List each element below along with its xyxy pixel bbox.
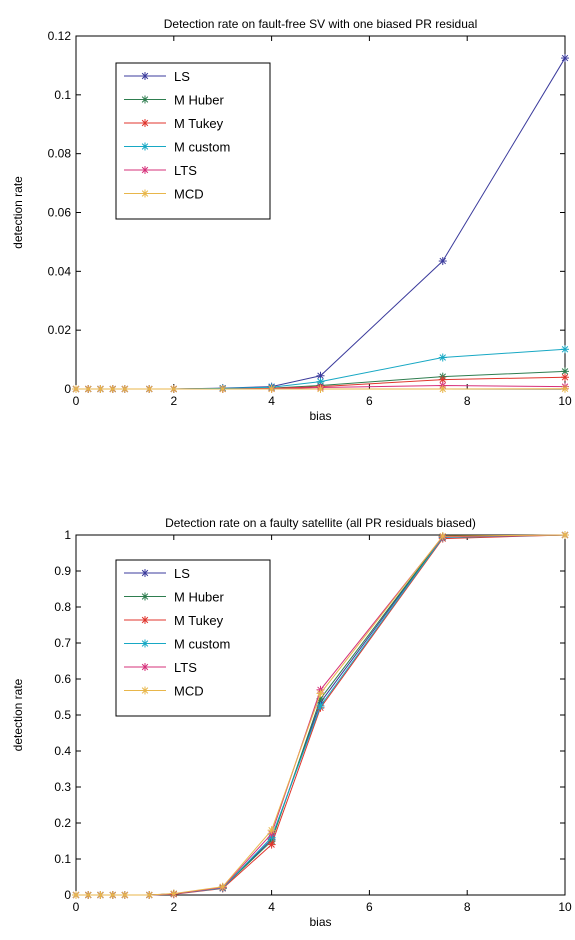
data-point <box>72 385 80 393</box>
legend-marker <box>141 687 149 695</box>
y-tick-label: 0.2 <box>54 816 71 830</box>
legend-marker <box>141 640 149 648</box>
y-tick-label: 0 <box>64 382 71 396</box>
y-tick-label: 0.08 <box>48 147 72 161</box>
y-tick-label: 0.8 <box>54 600 71 614</box>
legend-label: LS <box>174 69 190 84</box>
data-point <box>561 54 569 62</box>
data-point <box>439 385 447 393</box>
y-tick-label: 0.6 <box>54 672 71 686</box>
data-point <box>96 385 104 393</box>
data-point <box>317 385 325 393</box>
legend-marker <box>141 663 149 671</box>
data-point <box>84 891 92 899</box>
x-axis-label: bias <box>309 409 331 423</box>
y-tick-label: 0.3 <box>54 780 71 794</box>
chart-2: Detection rate on a faulty satellite (al… <box>11 516 572 929</box>
x-tick-label: 6 <box>366 900 373 914</box>
y-tick-label: 0.7 <box>54 636 71 650</box>
y-tick-label: 0.12 <box>48 29 72 43</box>
y-tick-label: 0.04 <box>48 264 72 278</box>
legend-label: MCD <box>174 187 204 202</box>
legend-label: M custom <box>174 140 230 155</box>
y-tick-label: 0.06 <box>48 206 72 220</box>
legend-marker <box>141 569 149 577</box>
legend-label: M Huber <box>174 93 225 108</box>
data-point <box>145 385 153 393</box>
data-point <box>561 531 569 539</box>
x-tick-label: 0 <box>73 900 80 914</box>
data-point <box>121 891 129 899</box>
x-tick-label: 4 <box>268 900 275 914</box>
x-tick-label: 8 <box>464 900 471 914</box>
data-point <box>109 891 117 899</box>
y-tick-label: 0.1 <box>54 88 71 102</box>
y-tick-label: 0.5 <box>54 708 71 722</box>
legend-label: LS <box>174 566 190 581</box>
data-point <box>439 354 447 362</box>
data-point <box>561 373 569 381</box>
y-axis-label: detection rate <box>11 176 25 249</box>
y-tick-label: 0 <box>64 888 71 902</box>
y-tick-label: 1 <box>64 528 71 542</box>
legend: LS M Huber M Tukey M custom LTS MCD <box>116 63 270 219</box>
data-point <box>268 826 276 834</box>
y-axis-label: detection rate <box>11 678 25 751</box>
data-point <box>561 385 569 393</box>
legend-marker <box>141 166 149 174</box>
legend-marker <box>141 190 149 198</box>
data-point <box>109 385 117 393</box>
x-tick-label: 8 <box>464 394 471 408</box>
data-point <box>268 385 276 393</box>
data-point <box>72 891 80 899</box>
chart-1: Detection rate on fault-free SV with one… <box>11 17 572 423</box>
y-tick-label: 0.1 <box>54 852 71 866</box>
y-tick-label: 0.9 <box>54 564 71 578</box>
legend-label: LTS <box>174 660 197 675</box>
y-tick-label: 0.4 <box>54 744 71 758</box>
legend-marker <box>141 616 149 624</box>
legend-marker <box>141 96 149 104</box>
chart-title: Detection rate on a faulty satellite (al… <box>165 516 476 530</box>
legend-label: M custom <box>174 637 230 652</box>
data-point <box>170 890 178 898</box>
x-tick-label: 0 <box>73 394 80 408</box>
x-tick-label: 10 <box>558 900 572 914</box>
x-tick-label: 2 <box>170 394 177 408</box>
legend-marker <box>141 72 149 80</box>
data-point <box>439 257 447 265</box>
legend-marker <box>141 593 149 601</box>
data-point <box>317 702 325 710</box>
x-tick-label: 10 <box>558 394 572 408</box>
data-point <box>96 891 104 899</box>
legend-label: LTS <box>174 163 197 178</box>
data-point <box>219 385 227 393</box>
data-point <box>170 385 178 393</box>
x-tick-label: 2 <box>170 900 177 914</box>
legend-marker <box>141 143 149 151</box>
legend-marker <box>141 119 149 127</box>
y-tick-label: 0.02 <box>48 323 72 337</box>
chart-title: Detection rate on fault-free SV with one… <box>164 17 478 31</box>
data-point <box>317 689 325 697</box>
data-point <box>219 883 227 891</box>
legend-label: M Huber <box>174 590 225 605</box>
data-point <box>145 891 153 899</box>
data-point <box>268 841 276 849</box>
data-point <box>121 385 129 393</box>
legend-label: M Tukey <box>174 613 224 628</box>
x-axis-label: bias <box>309 915 331 929</box>
legend-label: M Tukey <box>174 116 224 131</box>
legend: LS M Huber M Tukey M custom LTS MCD <box>116 560 270 716</box>
x-tick-label: 6 <box>366 394 373 408</box>
data-point <box>84 385 92 393</box>
data-point <box>439 532 447 540</box>
legend-label: MCD <box>174 684 204 699</box>
x-tick-label: 4 <box>268 394 275 408</box>
data-point <box>561 345 569 353</box>
